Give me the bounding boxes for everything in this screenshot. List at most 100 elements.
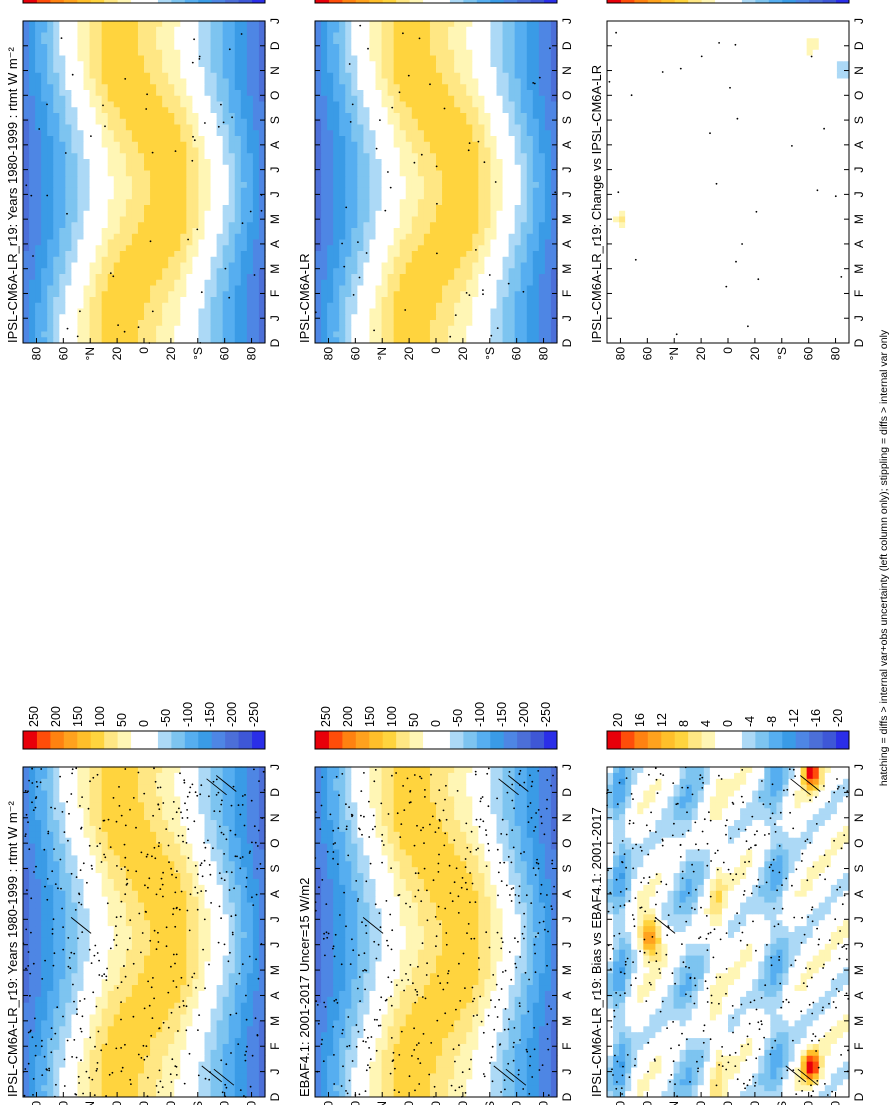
heatmap-cell xyxy=(59,789,66,797)
heatmap-cell xyxy=(131,890,139,897)
heatmap-cell xyxy=(41,1037,48,1044)
heatmap-cell xyxy=(240,831,248,838)
heatmap-cell xyxy=(156,890,163,897)
heatmap-cell xyxy=(192,1025,200,1033)
heatmap-cell xyxy=(150,772,157,779)
heatmap-cell xyxy=(174,866,181,874)
heatmap-cell xyxy=(71,807,79,815)
heatmap-cell xyxy=(168,221,175,228)
heatmap-cell xyxy=(210,152,218,159)
heatmap-cell xyxy=(119,837,127,844)
heatmap-cell xyxy=(258,302,266,309)
heatmap-cell xyxy=(65,313,72,320)
heatmap-cell xyxy=(59,204,66,211)
heatmap-cell xyxy=(156,181,163,188)
heatmap-cell xyxy=(83,267,91,274)
heatmap-cell xyxy=(228,772,236,779)
heatmap-cell xyxy=(119,1049,127,1056)
heatmap-cell xyxy=(204,807,212,815)
stipple-dot xyxy=(115,925,117,928)
heatmap-cell xyxy=(222,123,230,131)
heatmap-cell xyxy=(53,837,60,844)
stipple-dot xyxy=(94,1045,96,1048)
stipple-dot xyxy=(202,948,205,951)
heatmap-cell xyxy=(47,169,54,177)
heatmap-cell xyxy=(168,843,175,850)
heatmap-cell xyxy=(119,106,127,113)
heatmap-cell xyxy=(168,831,175,838)
stipple-dot xyxy=(75,767,78,770)
heatmap-cell xyxy=(131,118,139,125)
heatmap-cell xyxy=(156,949,163,956)
heatmap-cell xyxy=(204,860,212,868)
stipple-dot xyxy=(29,994,31,997)
heatmap-cell xyxy=(41,158,48,165)
heatmap-cell xyxy=(180,290,187,297)
heatmap-cell xyxy=(216,866,224,874)
heatmap-cell xyxy=(144,990,151,997)
heatmap-cell xyxy=(198,284,206,292)
heatmap-cell xyxy=(192,95,200,102)
heatmap-cell xyxy=(162,72,169,79)
heatmap-cell xyxy=(95,766,103,773)
stipple-dot xyxy=(244,1054,247,1056)
heatmap-cell xyxy=(119,267,127,274)
heatmap-cell xyxy=(150,996,157,1003)
heatmap-cell xyxy=(144,296,151,303)
heatmap-cell xyxy=(216,1002,224,1009)
heatmap-cell xyxy=(186,296,194,303)
heatmap-cell xyxy=(204,925,212,932)
heatmap-cell xyxy=(168,66,175,73)
heatmap-cell xyxy=(53,772,60,779)
heatmap-cell xyxy=(156,866,163,874)
stipple-dot xyxy=(105,1095,107,1097)
heatmap-cell xyxy=(246,89,254,96)
heatmap-cell xyxy=(119,784,127,791)
heatmap-cell xyxy=(162,819,169,826)
heatmap-cell xyxy=(107,972,115,980)
heatmap-cell xyxy=(246,789,254,797)
heatmap-cell xyxy=(29,60,36,67)
stipple-dot xyxy=(99,827,101,830)
heatmap-cell xyxy=(35,72,42,79)
heatmap-cell xyxy=(246,996,254,1003)
stipple-dot xyxy=(30,931,32,934)
heatmap-cell xyxy=(83,996,91,1003)
heatmap-cell xyxy=(23,221,30,228)
heatmap-cell xyxy=(216,1084,224,1092)
heatmap-cell xyxy=(23,1008,30,1015)
stipple-dot xyxy=(228,889,231,891)
heatmap-cell xyxy=(168,848,175,856)
heatmap-cell xyxy=(174,77,181,85)
heatmap-cell xyxy=(53,261,60,269)
heatmap-cell xyxy=(252,813,260,821)
heatmap-cell xyxy=(119,244,127,251)
stipple-dot xyxy=(176,870,178,872)
heatmap-cell xyxy=(192,221,200,228)
heatmap-cell xyxy=(204,60,212,67)
heatmap-cell xyxy=(47,901,54,909)
stipple-dot xyxy=(204,846,207,849)
stipple-dot xyxy=(169,1073,172,1076)
heatmap-cell xyxy=(252,146,260,154)
heatmap-cell xyxy=(192,825,200,832)
heatmap-cell xyxy=(186,990,194,997)
heatmap-cell xyxy=(186,244,194,251)
heatmap-cell xyxy=(222,1013,230,1021)
heatmap-cell xyxy=(252,135,260,142)
heatmap-cell xyxy=(95,204,103,211)
heatmap-cell xyxy=(23,972,30,980)
heatmap-cell xyxy=(89,960,97,968)
heatmap-cell xyxy=(107,954,115,962)
heatmap-cell xyxy=(240,296,248,303)
heatmap-cell xyxy=(125,106,133,113)
heatmap-cell xyxy=(204,1031,212,1039)
heatmap-cell xyxy=(198,1025,206,1033)
heatmap-cell xyxy=(29,175,36,182)
heatmap-cell xyxy=(107,49,115,56)
heatmap-cell xyxy=(198,215,206,223)
heatmap-cell xyxy=(125,192,133,200)
heatmap-cell xyxy=(83,43,91,50)
heatmap-cell xyxy=(234,279,242,286)
heatmap-cell xyxy=(47,49,54,56)
